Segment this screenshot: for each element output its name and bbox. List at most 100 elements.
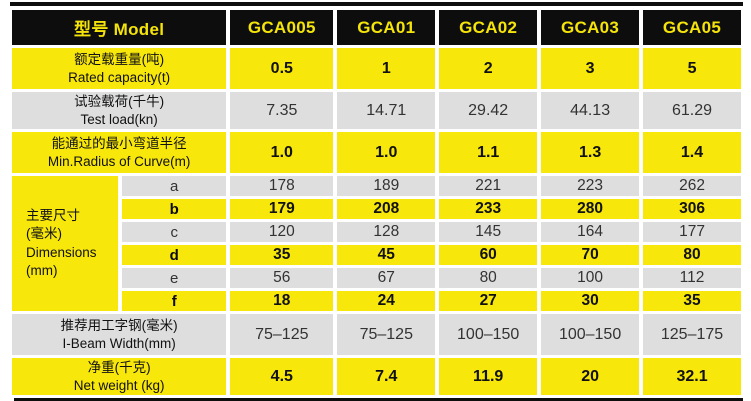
spec-value-cell: 1.3: [541, 132, 640, 173]
dimension-row-b: b 179 208 233 280 306: [12, 199, 741, 219]
spec-value-cell: 223: [541, 176, 640, 196]
spec-value-cell: 3: [541, 48, 640, 89]
dimension-row-e: e 56 67 80 100 112: [12, 268, 741, 288]
spec-value-cell: 128: [337, 222, 436, 242]
spec-value-cell: 262: [643, 176, 741, 196]
model-name-gca01: GCA01: [337, 10, 436, 45]
spec-value-cell: 11.9: [439, 358, 538, 395]
spec-value-cell: 177: [643, 222, 741, 242]
header-row: 型号 Model GCA005 GCA01 GCA02 GCA03 GCA05: [12, 10, 741, 45]
spec-value-cell: 80: [439, 268, 538, 288]
spec-value-cell: 61.29: [643, 92, 741, 129]
min-radius-label: 能通过的最小弯道半径 Min.Radius of Curve(m): [12, 132, 227, 173]
test-load-row: 试验载荷(千牛) Test load(kn) 7.35 14.71 29.42 …: [12, 92, 741, 129]
spec-value-cell: 280: [541, 199, 640, 219]
dimension-row-a: 主要尺寸 (毫米) Dimensions (mm) a 178 189 221 …: [12, 176, 741, 311]
model-name-gca05: GCA05: [643, 10, 741, 45]
bottom-border-rule: [14, 398, 743, 401]
spec-value-cell: 1.0: [337, 132, 436, 173]
dimension-row-d: d 35 45 60 70 80: [12, 245, 741, 265]
spec-value-cell: 29.42: [439, 92, 538, 129]
dim-letter-cell: f: [122, 291, 227, 311]
spec-value-cell: 1.0: [230, 132, 334, 173]
spec-value-cell: 35: [643, 291, 741, 311]
spec-value-cell: 179: [230, 199, 334, 219]
spec-value-cell: 27: [439, 291, 538, 311]
spec-value-cell: 24: [337, 291, 436, 311]
spec-value-cell: 125–175: [643, 314, 741, 355]
spec-value-cell: 100–150: [439, 314, 538, 355]
row-label-en: Min.Radius of Curve(m): [47, 153, 191, 169]
spec-value-cell: 1.4: [643, 132, 741, 173]
row-label-zh: 额定载重量(吨): [74, 51, 165, 67]
net-weight-label: 净重(千克) Net weight (kg): [12, 358, 227, 395]
spec-value-cell: 35: [230, 245, 334, 265]
dim-letter-cell: d: [122, 245, 227, 265]
spec-value-cell: 7.4: [337, 358, 436, 395]
row-label-zh: 能通过的最小弯道半径: [51, 135, 187, 151]
spec-value-cell: 145: [439, 222, 538, 242]
spec-value-cell: 100: [541, 268, 640, 288]
spec-value-cell: 67: [337, 268, 436, 288]
model-name-gca03: GCA03: [541, 10, 640, 45]
row-label-en: Test load(kn): [80, 111, 158, 127]
model-name-gca005: GCA005: [230, 10, 334, 45]
min-radius-row: 能通过的最小弯道半径 Min.Radius of Curve(m) 1.0 1.…: [12, 132, 741, 173]
spec-value-cell: 60: [439, 245, 538, 265]
i-beam-width-row: 推荐用工字钢(毫米) I-Beam Width(mm) 75–125 75–12…: [12, 314, 741, 355]
dim-label-line: (毫米): [26, 226, 62, 242]
spec-value-cell: 1.1: [439, 132, 538, 173]
dim-letter-cell: e: [122, 268, 227, 288]
row-label-zh: 净重(千克): [87, 359, 151, 375]
dimension-row-f: f 18 24 27 30 35: [12, 291, 741, 311]
spec-value-cell: 221: [439, 176, 538, 196]
net-weight-row: 净重(千克) Net weight (kg) 4.5 7.4 11.9 20 3…: [12, 358, 741, 395]
spec-value-cell: 2: [439, 48, 538, 89]
spec-value-cell: 70: [541, 245, 640, 265]
row-label-en: I-Beam Width(mm): [62, 335, 176, 351]
model-header-label: 型号 Model: [12, 10, 227, 45]
dim-label-line: Dimensions: [26, 244, 97, 260]
spec-value-cell: 0.5: [230, 48, 334, 89]
spec-value-cell: 56: [230, 268, 334, 288]
spec-value-cell: 75–125: [230, 314, 334, 355]
row-label-zh: 试验载荷(千牛): [74, 93, 165, 109]
spec-value-cell: 112: [643, 268, 741, 288]
spec-value-cell: 189: [337, 176, 436, 196]
spec-value-cell: 178: [230, 176, 334, 196]
spec-value-cell: 233: [439, 199, 538, 219]
spec-value-cell: 306: [643, 199, 741, 219]
spec-value-cell: 5: [643, 48, 741, 89]
i-beam-width-label: 推荐用工字钢(毫米) I-Beam Width(mm): [12, 314, 227, 355]
spec-value-cell: 32.1: [643, 358, 741, 395]
dimensions-label: 主要尺寸 (毫米) Dimensions (mm): [12, 176, 119, 311]
top-border-rule: [10, 2, 743, 6]
model-name-gca02: GCA02: [439, 10, 538, 45]
spec-value-cell: 100–150: [541, 314, 640, 355]
product-spec-table: 型号 Model GCA005 GCA01 GCA02 GCA03 GCA05 …: [8, 7, 745, 398]
spec-value-cell: 120: [230, 222, 334, 242]
row-label-en: Net weight (kg): [73, 377, 165, 393]
spec-value-cell: 14.71: [337, 92, 436, 129]
rated-capacity-row: 额定载重量(吨) Rated capacity(t) 0.5 1 2 3 5: [12, 48, 741, 89]
dimension-row-c: c 120 128 145 164 177: [12, 222, 741, 242]
spec-value-cell: 7.35: [230, 92, 334, 129]
spec-value-cell: 164: [541, 222, 640, 242]
row-label-zh: 推荐用工字钢(毫米): [60, 317, 178, 333]
spec-value-cell: 20: [541, 358, 640, 395]
spec-value-cell: 75–125: [337, 314, 436, 355]
spec-value-cell: 18: [230, 291, 334, 311]
row-label-en: Rated capacity(t): [68, 69, 171, 85]
test-load-label: 试验载荷(千牛) Test load(kn): [12, 92, 227, 129]
dim-letter-cell: c: [122, 222, 227, 242]
spec-value-cell: 80: [643, 245, 741, 265]
spec-value-cell: 45: [337, 245, 436, 265]
spec-value-cell: 208: [337, 199, 436, 219]
spec-value-cell: 30: [541, 291, 640, 311]
dim-letter-cell: a: [122, 176, 227, 196]
spec-value-cell: 1: [337, 48, 436, 89]
dim-label-line: 主要尺寸: [26, 208, 80, 224]
rated-capacity-label: 额定载重量(吨) Rated capacity(t): [12, 48, 227, 89]
dim-letter-cell: b: [122, 199, 227, 219]
spec-value-cell: 44.13: [541, 92, 640, 129]
